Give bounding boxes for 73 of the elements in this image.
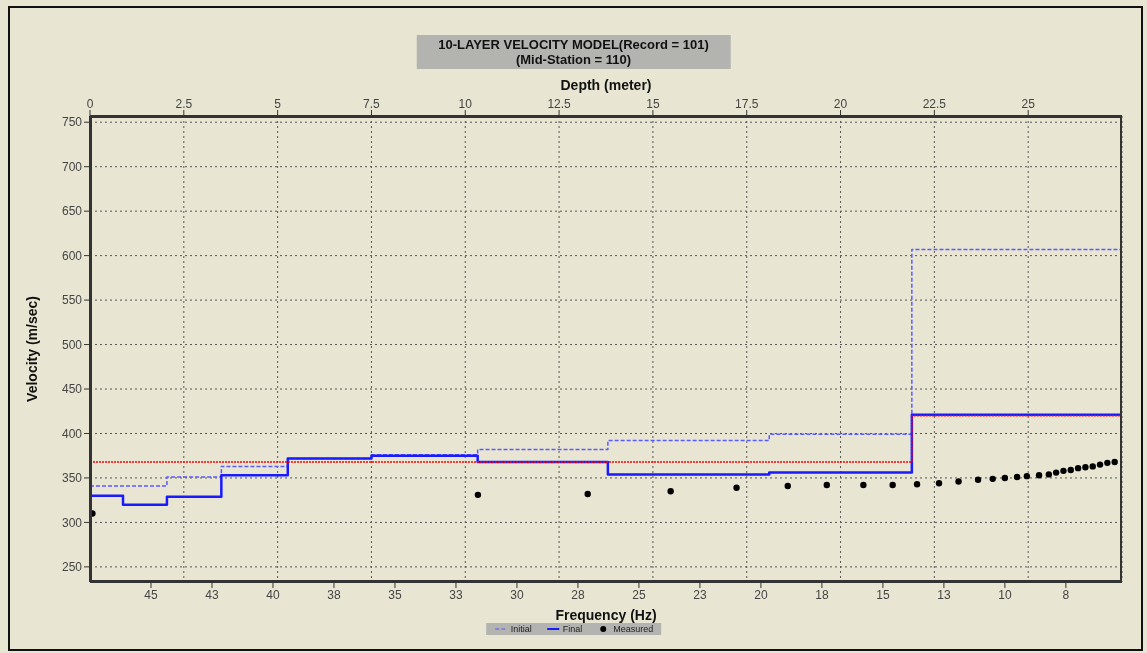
point	[1035, 472, 1043, 479]
x-tick-label: 35	[388, 587, 402, 602]
point	[889, 481, 896, 489]
x-tick-label: 28	[571, 587, 585, 602]
chart-title: 10-LAYER VELOCITY MODEL(Record = 101)	[438, 37, 709, 52]
point	[1074, 464, 1082, 472]
point	[913, 480, 921, 488]
x2-tick-label: 17.5	[735, 97, 759, 111]
point	[955, 478, 962, 485]
point	[1023, 472, 1031, 480]
point	[1001, 474, 1009, 482]
x-tick-label: 33	[449, 587, 463, 602]
x-tick-label: 25	[632, 587, 646, 602]
x-axis-title: Frequency (Hz)	[555, 607, 657, 623]
x-tick-label: 10	[998, 587, 1012, 602]
point	[1096, 461, 1104, 468]
point	[860, 481, 867, 489]
legend-label: Measured	[613, 624, 654, 634]
point	[733, 484, 740, 491]
y-axis-title: Velocity (m/sec)	[23, 296, 40, 402]
point	[935, 480, 943, 487]
x2-tick-label: 22.5	[922, 97, 947, 111]
x-tick-label: 8	[1062, 587, 1070, 602]
x2-tick-label: 7.5	[363, 97, 381, 111]
x-tick-label: 43	[205, 587, 219, 602]
point	[1013, 473, 1021, 481]
y-tick-label: 300	[61, 515, 83, 530]
y-tick-label: 600	[61, 248, 83, 263]
chart-subtitle: (Mid-Station = 110)	[514, 52, 633, 67]
y-tick-label: 550	[61, 293, 83, 308]
point	[989, 475, 996, 483]
legend-label: Initial	[510, 624, 532, 634]
y-tick-label: 400	[61, 426, 83, 441]
x2-tick-label: 0	[86, 97, 94, 111]
y-tick-label: 750	[61, 115, 83, 130]
point	[1111, 458, 1118, 466]
x2-tick-label: 15	[646, 97, 660, 111]
x-tick-label: 40	[266, 587, 280, 602]
x2-tick-label: 5	[274, 97, 282, 111]
x-tick-label: 20	[754, 587, 768, 602]
y-tick-label: 650	[61, 204, 83, 219]
point	[1052, 469, 1060, 476]
y-tick-label: 250	[61, 560, 83, 575]
point	[974, 476, 982, 483]
point	[1060, 467, 1067, 475]
legend-label: Final	[562, 624, 583, 634]
x2-tick-label: 25	[1021, 97, 1036, 111]
point	[1045, 471, 1053, 478]
x-tick-label: 15	[876, 587, 890, 602]
point	[1082, 464, 1089, 471]
y-tick-label: 450	[61, 382, 83, 397]
x2-tick-label: 10	[458, 97, 473, 111]
point	[823, 481, 830, 489]
y-tick-label: 500	[61, 337, 83, 352]
x2-tick-label: 20	[833, 97, 848, 111]
y-tick-label: 700	[61, 159, 83, 174]
point	[784, 482, 791, 490]
x-tick-label: 23	[693, 587, 707, 602]
point	[1104, 459, 1111, 467]
point	[584, 490, 591, 498]
x2-axis-title: Depth (meter)	[560, 76, 652, 93]
point	[667, 488, 674, 495]
x-tick-label: 18	[815, 587, 829, 602]
x-tick-label: 38	[327, 587, 341, 602]
x2-tick-label: 12.5	[547, 97, 572, 111]
point	[474, 491, 482, 499]
x-tick-label: 13	[937, 587, 951, 602]
point	[1089, 463, 1096, 470]
x-tick-label: 45	[144, 587, 158, 602]
y-tick-label: 350	[61, 471, 83, 486]
point	[1067, 466, 1074, 474]
x-tick-label: 30	[510, 587, 524, 602]
x2-tick-label: 2.5	[175, 97, 193, 111]
